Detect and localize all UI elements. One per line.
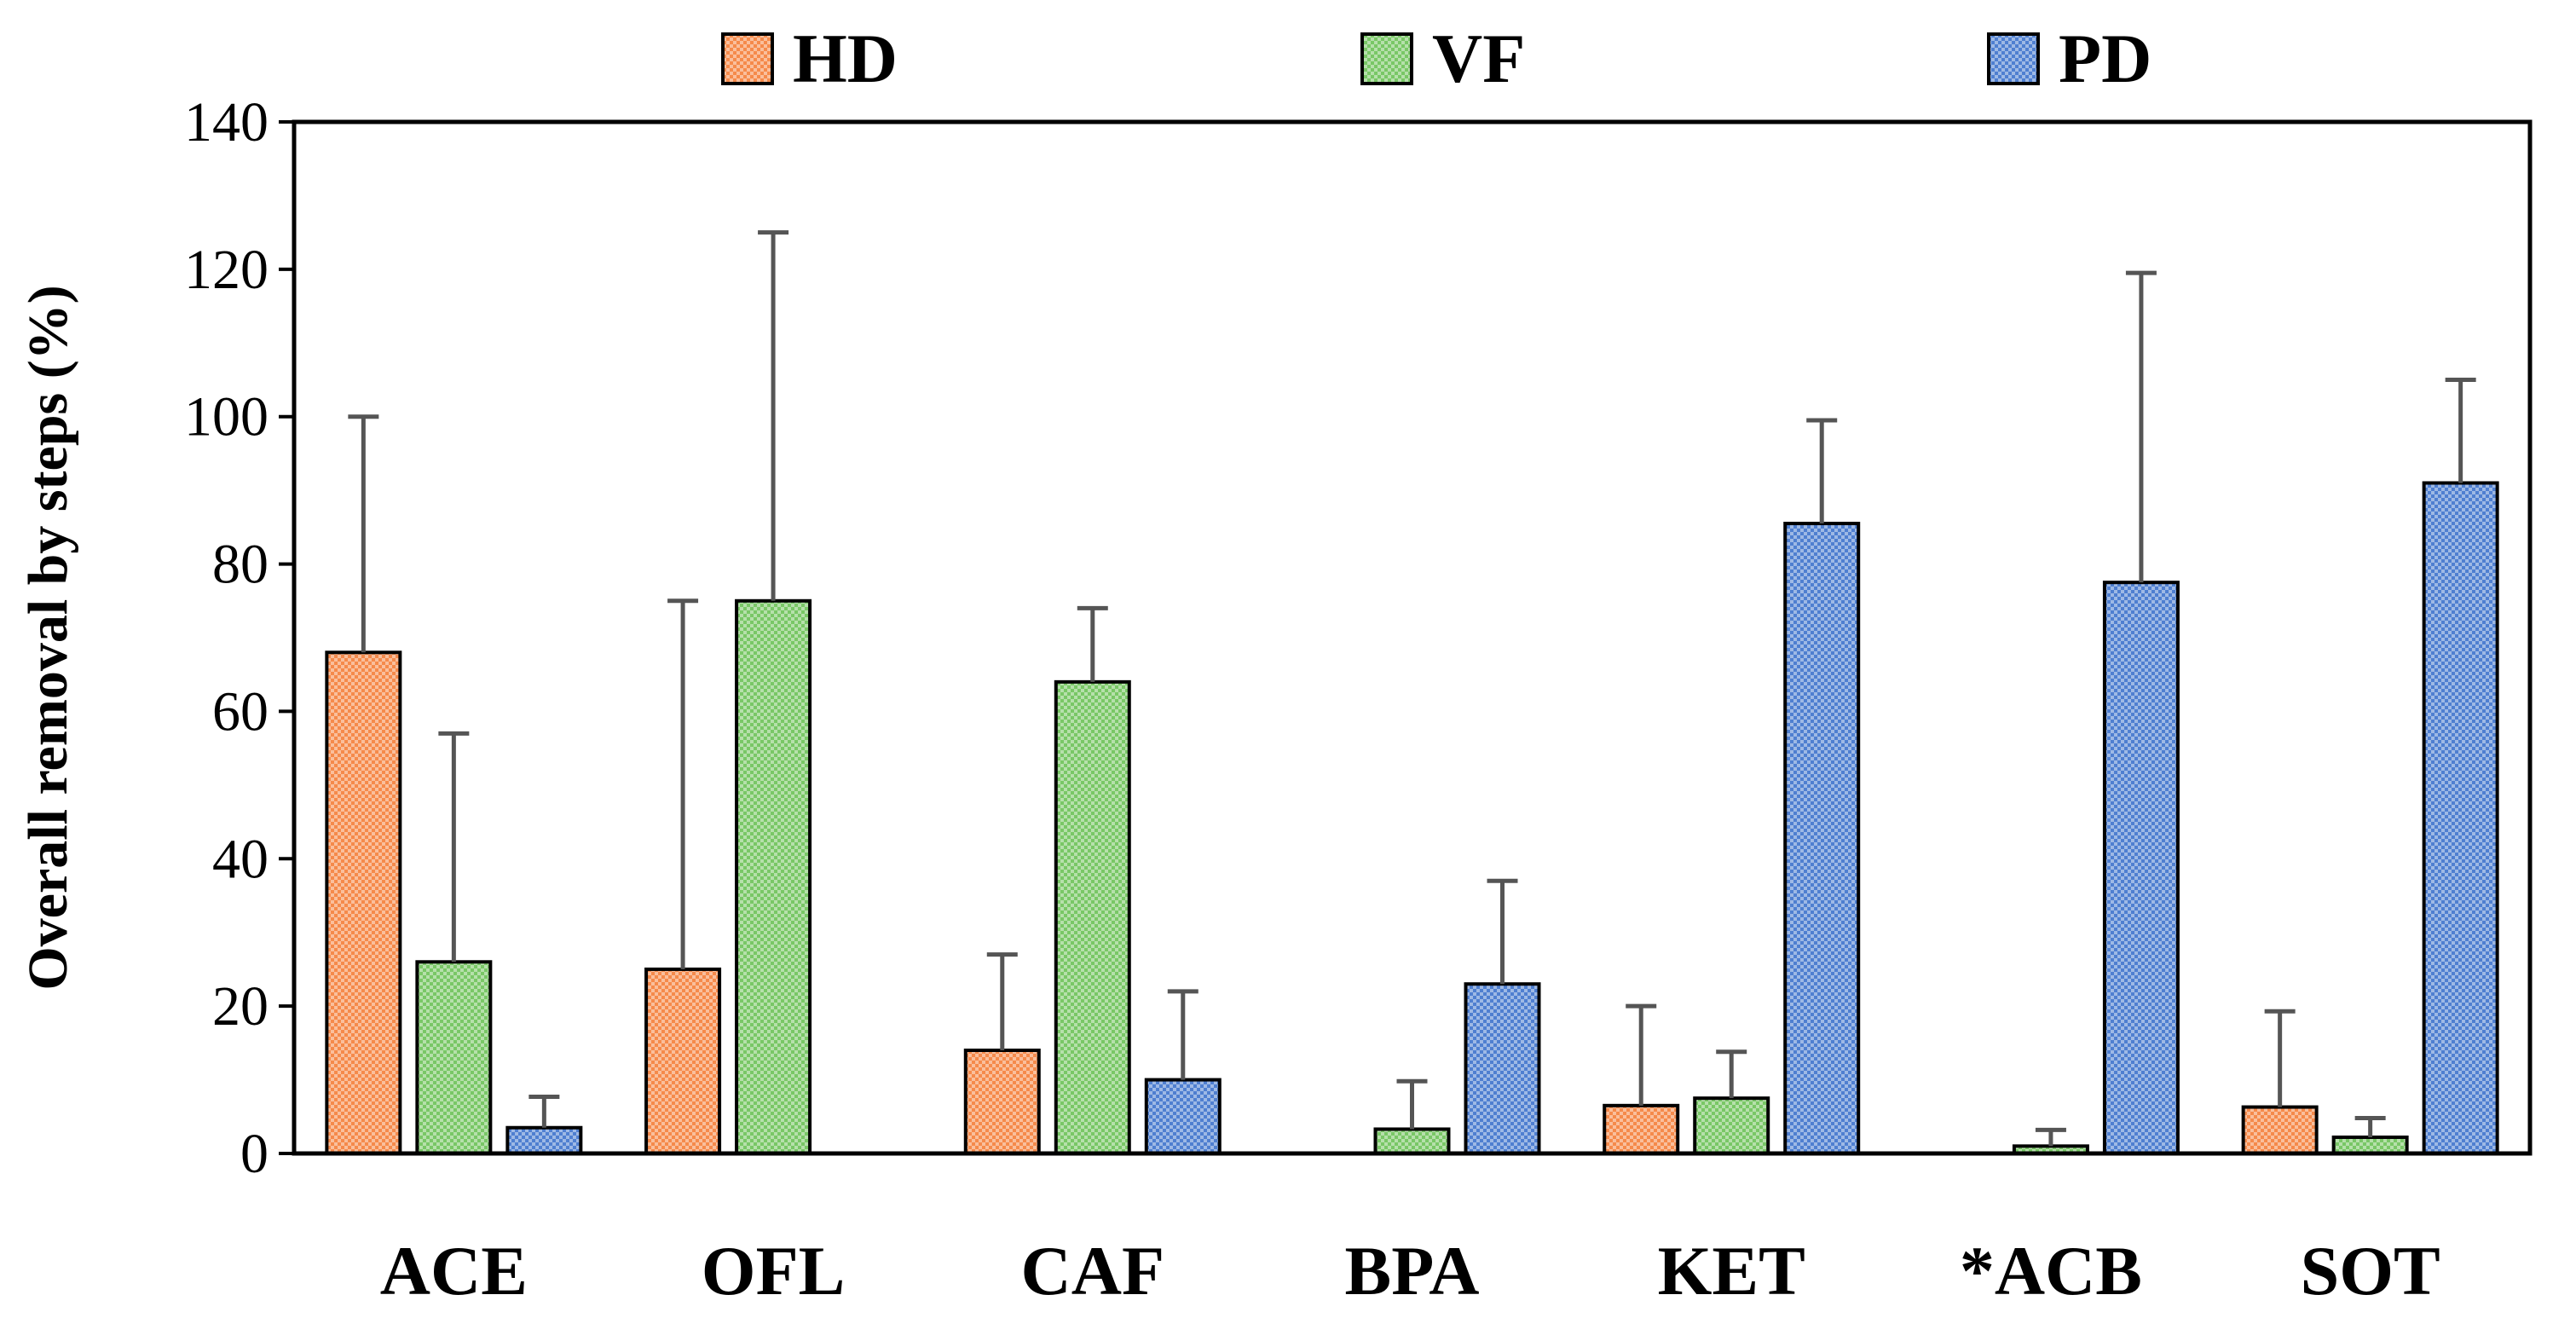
- y-tick-label: 140: [184, 91, 269, 153]
- bar-pd-caf: [1144, 1078, 1222, 1155]
- bars-layer: [325, 481, 2499, 1156]
- x-tick-label: KET: [1658, 1232, 1805, 1309]
- y-axis: 0 20 40 60 80 100 120 140: [184, 91, 294, 1185]
- bar-pd-sot: [2422, 481, 2499, 1155]
- bar-hd-ace: [325, 650, 402, 1155]
- bar-pd-ket: [1783, 522, 1861, 1155]
- bar-vf-ace: [415, 960, 493, 1156]
- error-bars-layer: [348, 230, 2476, 1147]
- x-tick-label: *ACB: [1960, 1232, 2142, 1309]
- legend-swatch-pd: [1987, 32, 2040, 85]
- y-axis-title: Overall removal by steps (%): [17, 285, 79, 990]
- y-tick-label: 20: [212, 975, 269, 1038]
- bar-hd-caf: [963, 1049, 1041, 1155]
- y-tick-label: 120: [184, 239, 269, 301]
- bar-pd-ace: [505, 1125, 583, 1155]
- bar-hd-ofl: [644, 967, 722, 1156]
- y-tick-label: 0: [240, 1123, 269, 1185]
- bar-hd-sot: [2241, 1105, 2319, 1156]
- bar-hd-ket: [1603, 1103, 1680, 1155]
- y-tick-label: 60: [212, 680, 269, 743]
- x-tick-label: ACE: [380, 1232, 528, 1309]
- plot-frame: [292, 119, 2533, 1156]
- legend-label-hd: HD: [793, 20, 898, 97]
- bar-vf-ofl: [735, 598, 812, 1155]
- y-tick-label: 80: [212, 534, 269, 596]
- x-tick-label: SOT: [2301, 1232, 2440, 1309]
- bar-vf-ket: [1693, 1096, 1770, 1156]
- x-tick-label: BPA: [1345, 1232, 1480, 1309]
- bar-vf-sot: [2331, 1135, 2409, 1156]
- bar-pd-acb: [2102, 581, 2180, 1155]
- legend: HD VF PD: [721, 20, 2151, 97]
- bar-pd-bpa: [1464, 982, 1541, 1155]
- legend-label-vf: VF: [1432, 20, 1525, 97]
- legend-swatch-hd: [721, 32, 774, 85]
- bar-vf-caf: [1054, 679, 1131, 1155]
- bar-vf-bpa: [1373, 1127, 1451, 1155]
- x-axis: ACE OFL CAF BPA KET *ACB SOT: [380, 1232, 2440, 1309]
- legend-label-pd: PD: [2059, 20, 2151, 97]
- y-tick-label: 40: [212, 828, 269, 890]
- y-tick-label: 100: [184, 386, 269, 448]
- legend-swatch-vf: [1360, 32, 1413, 85]
- x-tick-label: CAF: [1021, 1232, 1165, 1309]
- x-tick-label: OFL: [702, 1232, 846, 1309]
